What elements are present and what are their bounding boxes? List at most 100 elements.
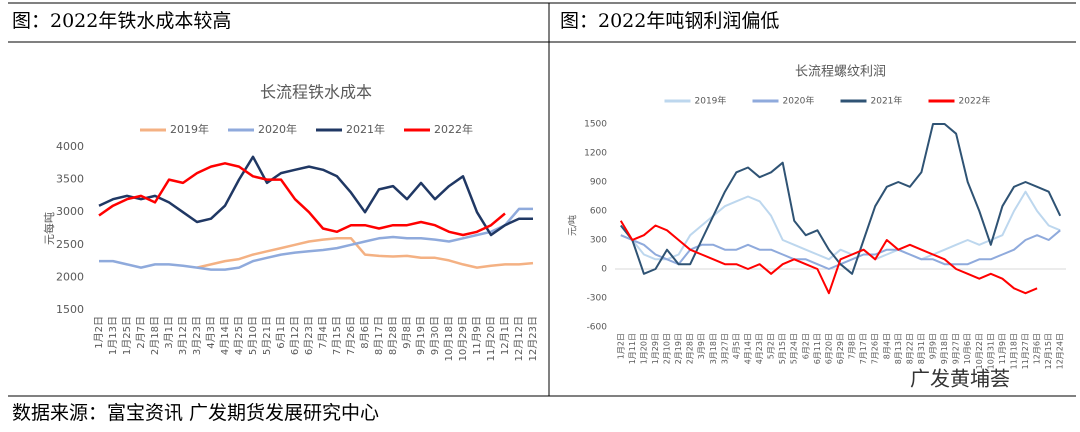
x-tick-label: 11月20日 xyxy=(485,316,497,361)
x-tick-label: 9月9日 xyxy=(929,333,938,359)
y-tick-label: 900 xyxy=(590,178,607,188)
series-line xyxy=(98,162,506,237)
y-tick-label: 1200 xyxy=(584,149,607,159)
legend-label: 2021年 xyxy=(346,122,385,136)
series-line xyxy=(99,207,533,271)
x-tick-label: 12月6日 xyxy=(1033,333,1042,364)
y-tick-label: -600 xyxy=(587,323,608,333)
x-tick-label: 8月31日 xyxy=(917,333,926,364)
y-tick-label: 2000 xyxy=(56,270,84,283)
x-tick-label: 8月17日 xyxy=(373,316,385,355)
source: 数据来源：富宝资讯 广发期货发展研究中心 xyxy=(12,402,379,424)
series-line xyxy=(196,237,534,269)
x-tick-label: 1月2日 xyxy=(93,316,105,349)
x-tick-label: 7月26日 xyxy=(871,333,880,364)
x-tick-label: 1月2日 xyxy=(616,333,625,359)
x-tick-label: 12月1日 xyxy=(499,316,511,355)
x-tick-label: 9月27日 xyxy=(952,333,961,364)
y-axis-label: 元/吨 xyxy=(567,215,579,236)
x-tick-label: 6月12日 xyxy=(289,316,301,355)
x-tick-label: 5月24日 xyxy=(790,333,799,364)
x-tick-label: 10月29日 xyxy=(457,316,469,361)
x-tick-label: 3月1日 xyxy=(163,316,175,349)
x-tick-label: 2月19日 xyxy=(674,333,683,364)
x-tick-label: 12月15日 xyxy=(1044,333,1053,369)
x-tick-label: 7月8日 xyxy=(848,333,857,359)
x-tick-label: 4月14日 xyxy=(219,316,231,355)
x-tick-label: 10月31日 xyxy=(986,333,995,369)
x-tick-label: 5月15日 xyxy=(778,333,787,364)
x-tick-label: 2月7日 xyxy=(135,316,147,349)
x-tick-label: 4月5日 xyxy=(732,333,741,359)
y-tick-label: 3500 xyxy=(56,173,84,186)
x-tick-label: 12月12日 xyxy=(513,316,525,361)
x-tick-label: 3月23日 xyxy=(191,316,203,355)
x-tick-label: 10月6日 xyxy=(963,333,972,364)
y-tick-label: -300 xyxy=(587,294,608,304)
x-tick-label: 2月10日 xyxy=(663,333,672,364)
x-tick-label: 9月18日 xyxy=(940,333,949,364)
watermark: 广发黄埔荟 xyxy=(910,367,1010,391)
x-tick-label: 1月11日 xyxy=(628,333,637,364)
x-tick-label: 3月12日 xyxy=(177,316,189,355)
x-tick-label: 4月3日 xyxy=(205,316,217,349)
series-line xyxy=(619,220,1038,295)
legend-label: 2019年 xyxy=(170,122,209,136)
y-tick-label: 300 xyxy=(590,236,607,246)
x-tick-label: 1月20日 xyxy=(639,333,648,364)
x-tick-label: 6月29日 xyxy=(836,333,845,364)
y-tick-label: 2500 xyxy=(56,238,84,251)
x-tick-label: 6月1日 xyxy=(275,316,287,349)
x-tick-label: 8月4日 xyxy=(882,333,891,359)
x-tick-label: 2月18日 xyxy=(149,316,161,355)
legend-label: 2021年 xyxy=(871,95,903,107)
x-tick-label: 11月9日 xyxy=(471,316,483,355)
x-tick-label: 10月22日 xyxy=(975,333,984,369)
x-tick-label: 4月14日 xyxy=(743,333,752,364)
x-tick-label: 5月21日 xyxy=(261,316,273,355)
x-tick-label: 3月27日 xyxy=(720,333,729,364)
x-tick-label: 11月9日 xyxy=(998,333,1007,364)
x-tick-label: 8月13日 xyxy=(894,333,903,364)
x-tick-label: 5月10日 xyxy=(247,316,259,355)
legend-label: 2020年 xyxy=(258,122,297,136)
y-tick-label: 600 xyxy=(590,207,607,217)
series-line xyxy=(620,123,1062,275)
x-tick-label: 1月29日 xyxy=(651,333,660,364)
y-tick-label: 1500 xyxy=(584,120,607,130)
x-tick-label: 12月23日 xyxy=(527,316,539,361)
x-tick-label: 1月25日 xyxy=(121,316,133,355)
series-line xyxy=(98,155,533,237)
legend-label: 2019年 xyxy=(695,95,727,107)
x-tick-label: 8月6日 xyxy=(359,316,371,349)
legend-label: 2020年 xyxy=(783,95,815,107)
x-tick-label: 9月8日 xyxy=(401,316,413,349)
x-tick-label: 6月23日 xyxy=(303,316,315,355)
chart-title: 长流程螺纹利润 xyxy=(795,65,886,80)
y-axis-label: 元每吨 xyxy=(42,212,56,245)
x-tick-label: 2月28日 xyxy=(686,333,695,364)
x-tick-label: 6月2日 xyxy=(801,333,810,359)
x-tick-label: 10月18日 xyxy=(443,316,455,361)
x-tick-label: 11月18日 xyxy=(1009,333,1018,369)
x-tick-label: 6月11日 xyxy=(813,333,822,364)
x-tick-label: 3月9日 xyxy=(697,333,706,359)
series-line xyxy=(620,190,1061,261)
y-tick-label: 3000 xyxy=(56,205,84,218)
x-tick-label: 7月4日 xyxy=(317,316,329,349)
x-tick-label: 1月13日 xyxy=(107,316,119,355)
x-tick-label: 5月2日 xyxy=(767,333,776,359)
x-tick-label: 9月19日 xyxy=(415,316,427,355)
x-tick-label: 9月30日 xyxy=(429,316,441,355)
legend-label: 2022年 xyxy=(434,122,473,136)
x-tick-label: 4月25日 xyxy=(233,316,245,355)
x-tick-label: 3月18日 xyxy=(709,333,718,364)
x-tick-label: 6月20日 xyxy=(824,333,833,364)
x-tick-label: 8月22日 xyxy=(905,333,914,364)
y-tick-label: 0 xyxy=(601,265,607,275)
x-tick-label: 7月26日 xyxy=(345,316,357,355)
x-tick-label: 12月24日 xyxy=(1056,333,1065,369)
x-tick-label: 4月23日 xyxy=(755,333,764,364)
x-tick-label: 8月28日 xyxy=(387,316,399,355)
